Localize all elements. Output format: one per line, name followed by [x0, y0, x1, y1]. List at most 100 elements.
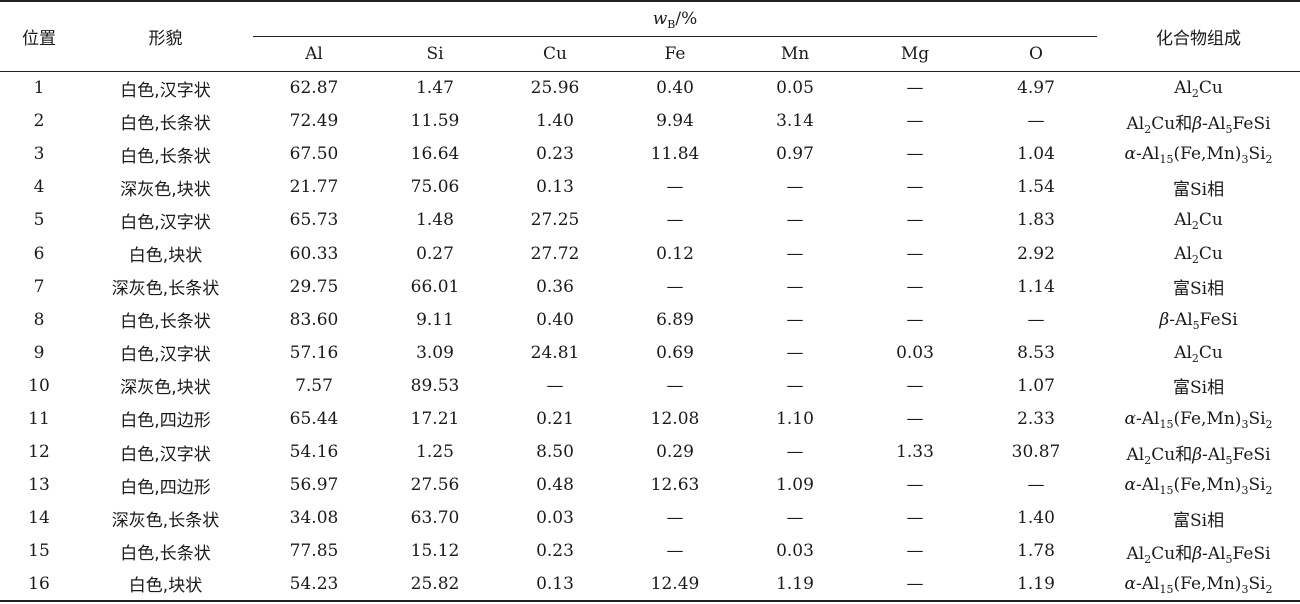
- cell-si: 3.09: [416, 342, 454, 363]
- table-row: 15 白色,长条状 77.85 15.12 0.23 — 0.03 — 1.78 Al2Cu和β-…: [0, 535, 1300, 568]
- header-element-o: O: [975, 36, 1098, 72]
- table-row: 8 白色,长条状 83.60 9.11 0.40 6.89 — — — β-Al5FeSi: [0, 303, 1300, 336]
- cell-cu: 0.23: [536, 541, 574, 562]
- header-wb: wB/%: [253, 0, 1098, 37]
- header-element-si: Si: [375, 36, 495, 72]
- cell-o: 1.40: [1017, 508, 1055, 529]
- table-row: 7 深灰色,长条状 29.75 66.01 0.36 — — — 1.14 富Si相: [0, 270, 1300, 303]
- cell-mg: —: [906, 508, 924, 529]
- cell-fe: —: [666, 210, 684, 231]
- cell-morphology: 白色,长条状: [120, 543, 211, 564]
- table-row: 3 白色,长条状 67.50 16.64 0.23 11.84 0.97 — 1.04 α-Al1…: [0, 138, 1300, 171]
- cell-o: —: [1027, 475, 1045, 496]
- cell-position: 16: [0, 567, 78, 603]
- cell-cu: 0.23: [536, 144, 574, 165]
- table-row: 6 白色,块状 60.33 0.27 27.72 0.12 — — 2.92 Al2Cu: [0, 237, 1300, 270]
- cell-position: 12: [28, 442, 50, 463]
- cell-composition: β-Al5FeSi: [1159, 309, 1238, 332]
- cell-composition: Al2Cu和β-Al5FeSi: [1126, 543, 1271, 566]
- cell-o: —: [1027, 111, 1045, 132]
- cell-fe: —: [666, 508, 684, 529]
- cell-mg: —: [906, 475, 924, 496]
- cell-position: 10: [28, 375, 50, 396]
- cell-mn: —: [786, 442, 804, 463]
- cell-mn: 1.09: [776, 475, 814, 496]
- cell-composition: Al2Cu: [1174, 243, 1223, 266]
- cell-mn: 0.03: [776, 541, 814, 562]
- cell-mg: —: [906, 111, 924, 132]
- cell-position: 14: [28, 508, 50, 529]
- cell-mn: —: [786, 177, 804, 198]
- table-row: 2 白色,长条状 72.49 11.59 1.40 9.94 3.14 — — Al2Cu和β-A…: [0, 105, 1300, 138]
- cell-cu: 27.72: [530, 243, 580, 264]
- cell-morphology: 白色,汉字状: [120, 212, 211, 233]
- cell-si: 17.21: [410, 408, 460, 429]
- cell-si: 89.53: [410, 375, 460, 396]
- header-position: 位置: [0, 0, 78, 72]
- header-element-mn: Mn: [735, 36, 855, 72]
- cell-position: 15: [28, 541, 50, 562]
- cell-o: 1.07: [1017, 375, 1055, 396]
- cell-mg: —: [906, 177, 924, 198]
- cell-si: 75.06: [410, 177, 460, 198]
- cell-o: —: [1027, 309, 1045, 330]
- cell-o: 30.87: [1011, 442, 1061, 463]
- cell-mg: —: [906, 210, 924, 231]
- cell-al: 83.60: [289, 309, 339, 330]
- cell-position: 7: [33, 276, 45, 297]
- cell-fe: —: [666, 177, 684, 198]
- cell-composition: Al2Cu: [1174, 342, 1223, 365]
- cell-morphology: 白色,汉字状: [120, 80, 211, 101]
- cell-si: 16.64: [410, 144, 460, 165]
- cell-morphology: 白色,长条状: [120, 113, 211, 134]
- cell-fe: 12.49: [615, 567, 735, 603]
- cell-morphology: 深灰色,块状: [120, 378, 211, 399]
- cell-composition: Al2Cu和β-Al5FeSi: [1126, 113, 1271, 136]
- cell-position: 8: [33, 309, 45, 330]
- cell-mn: 1.19: [735, 567, 855, 603]
- cell-si: 9.11: [416, 309, 454, 330]
- cell-o: 1.04: [1017, 144, 1055, 165]
- cell-cu: 0.13: [495, 567, 615, 603]
- table-row: 12 白色,汉字状 54.16 1.25 8.50 0.29 — 1.33 30.87 Al2Cu…: [0, 436, 1300, 469]
- cell-o: 1.78: [1017, 541, 1055, 562]
- cell-si: 63.70: [410, 508, 460, 529]
- header-element-fe: Fe: [615, 36, 735, 72]
- cell-al: 62.87: [289, 78, 339, 99]
- cell-al: 60.33: [289, 243, 339, 264]
- cell-cu: 0.03: [536, 508, 574, 529]
- cell-mg: —: [906, 78, 924, 99]
- cell-mg: —: [906, 309, 924, 330]
- cell-morphology: 深灰色,块状: [120, 179, 211, 200]
- cell-cu: 0.13: [536, 177, 574, 198]
- cell-composition: 富Si相: [1172, 179, 1225, 200]
- cell-o: 2.92: [1017, 243, 1055, 264]
- cell-fe: 0.69: [656, 342, 694, 363]
- cell-mn: —: [786, 243, 804, 264]
- cell-al: 56.97: [289, 475, 339, 496]
- cell-fe: 12.08: [650, 408, 700, 429]
- cell-al: 57.16: [289, 342, 339, 363]
- cell-al: 77.85: [289, 541, 339, 562]
- cell-al: 72.49: [289, 111, 339, 132]
- cell-morphology: 深灰色,长条状: [111, 279, 220, 300]
- cell-composition: Al2Cu和β-Al5FeSi: [1126, 444, 1271, 467]
- cell-fe: 0.12: [656, 243, 694, 264]
- cell-o: 1.14: [1017, 276, 1055, 297]
- cell-mg: —: [906, 144, 924, 165]
- cell-al: 34.08: [289, 508, 339, 529]
- cell-morphology: 白色,块状: [128, 246, 203, 267]
- cell-position: 13: [28, 475, 50, 496]
- cell-composition: α-Al15(Fe,Mn)3Si2: [1124, 144, 1273, 167]
- cell-fe: —: [666, 541, 684, 562]
- cell-position: 3: [33, 144, 45, 165]
- cell-o: 4.97: [1017, 78, 1055, 99]
- cell-si: 1.25: [416, 442, 454, 463]
- cell-al: 65.44: [289, 408, 339, 429]
- cell-al: 29.75: [289, 276, 339, 297]
- cell-al: 54.16: [289, 442, 339, 463]
- cell-position: 11: [28, 408, 50, 429]
- cell-fe: —: [666, 276, 684, 297]
- cell-cu: 0.40: [536, 309, 574, 330]
- cell-mn: —: [786, 309, 804, 330]
